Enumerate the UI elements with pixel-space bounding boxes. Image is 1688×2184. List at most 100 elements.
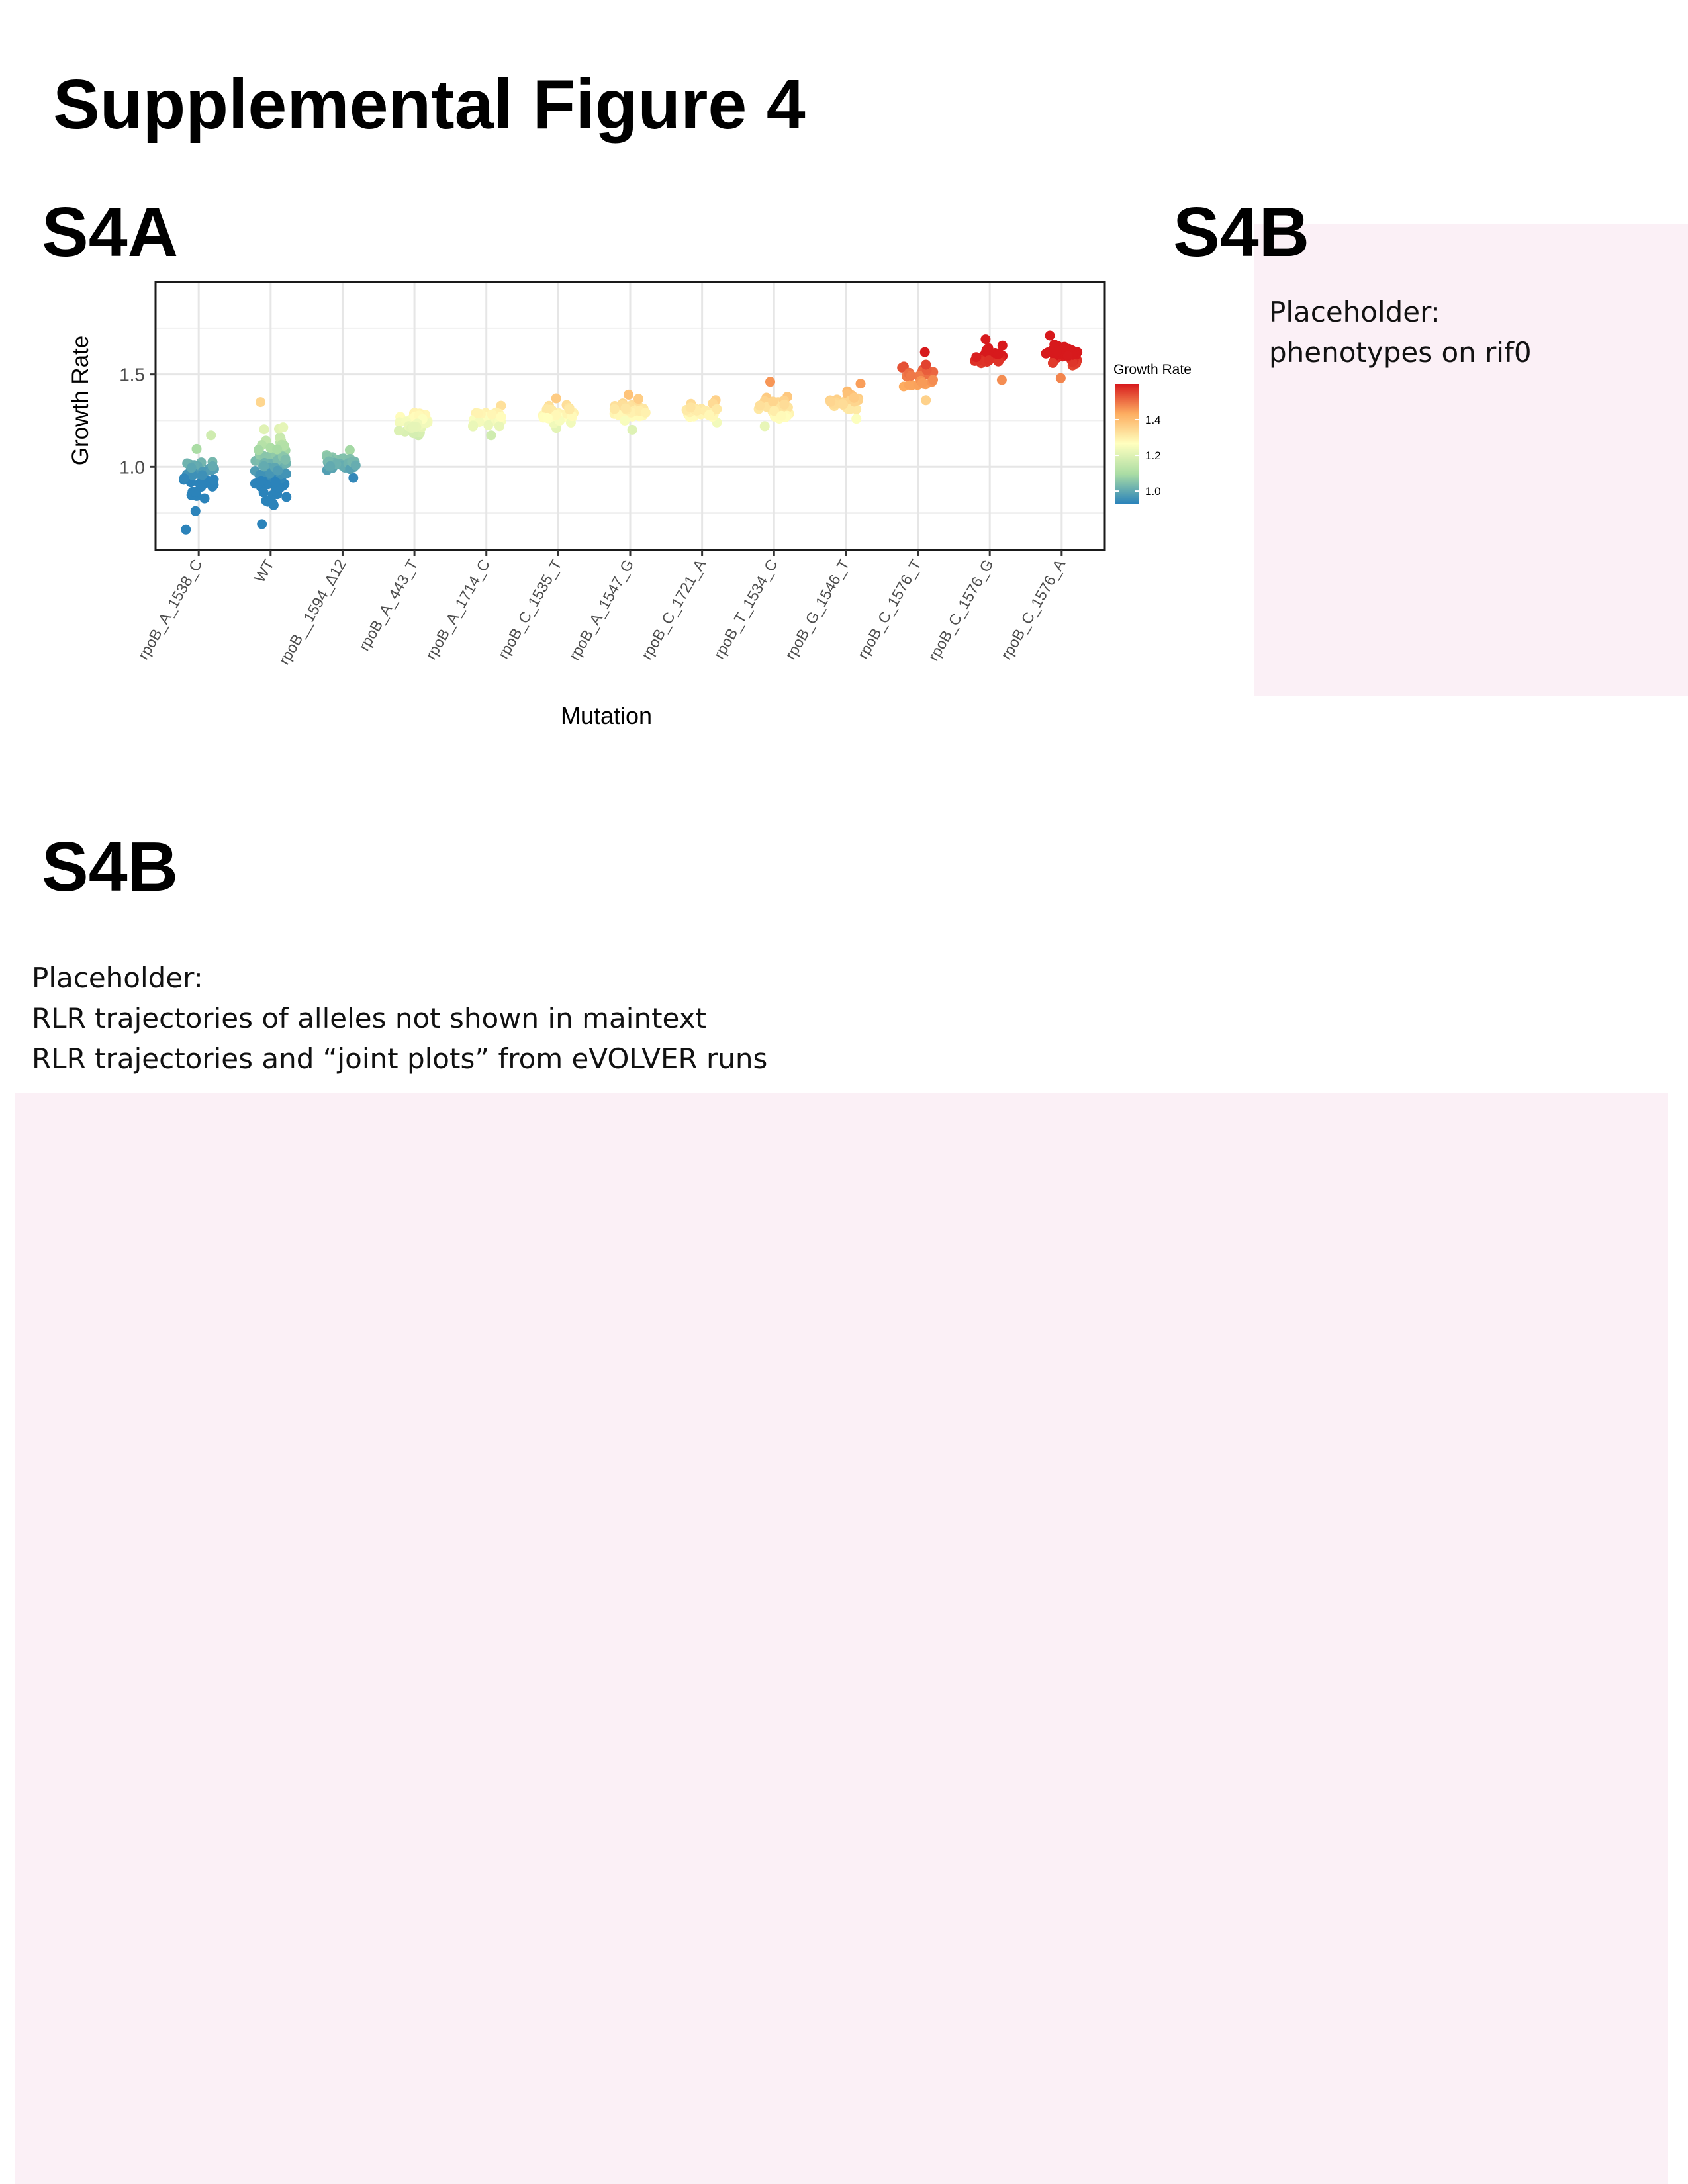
- data-point: [278, 422, 289, 433]
- data-point: [759, 421, 770, 432]
- data-point: [704, 410, 714, 420]
- data-point: [904, 380, 914, 390]
- data-point: [257, 519, 267, 529]
- data-point: [256, 397, 265, 408]
- data-point: [186, 463, 197, 473]
- data-point: [1047, 358, 1058, 368]
- data-point: [325, 461, 336, 471]
- panel-label-s4b-top: S4B: [1173, 193, 1310, 271]
- data-point: [259, 461, 269, 471]
- x-tick-label: rpoB_C_1576_A: [998, 556, 1069, 662]
- placeholder-note-line: Placeholder:: [1269, 296, 1440, 328]
- data-point: [851, 414, 862, 424]
- data-point: [768, 396, 778, 407]
- placeholder-note-line: RLR trajectories of alleles not shown in…: [32, 1002, 706, 1034]
- data-point: [344, 445, 355, 455]
- data-point: [917, 377, 927, 388]
- data-point: [624, 389, 633, 400]
- data-point: [468, 420, 479, 431]
- data-point: [1062, 351, 1073, 361]
- data-point: [259, 424, 269, 435]
- figure-title: Supplemental Figure 4: [53, 66, 806, 144]
- data-point: [609, 404, 620, 414]
- data-point: [897, 363, 908, 373]
- data-point: [769, 406, 780, 416]
- y-tick-label: 1.5: [119, 365, 145, 385]
- data-point: [272, 444, 283, 455]
- data-point: [281, 469, 291, 479]
- data-point: [541, 404, 552, 415]
- colorbar-tick-label: 1.2: [1145, 449, 1161, 462]
- data-point: [191, 443, 202, 454]
- data-point: [921, 359, 931, 370]
- data-point: [486, 430, 496, 441]
- data-point: [919, 347, 930, 357]
- data-point: [620, 415, 630, 426]
- panel-label-s4a: S4A: [42, 193, 179, 271]
- data-point: [394, 426, 404, 436]
- placeholder-note-phenotypes: Placeholder: phenotypes on rif0: [1269, 292, 1532, 373]
- data-point: [1063, 343, 1074, 354]
- data-point: [997, 340, 1008, 351]
- data-point: [906, 371, 916, 381]
- data-point: [197, 478, 207, 488]
- data-point: [838, 399, 848, 410]
- data-point: [1049, 340, 1060, 349]
- data-point: [207, 461, 218, 471]
- data-point: [620, 403, 631, 414]
- data-point: [473, 408, 483, 419]
- data-point: [281, 492, 292, 502]
- data-point: [280, 455, 291, 465]
- colorbar-tick-label: 1.0: [1145, 485, 1161, 498]
- data-point: [855, 379, 866, 389]
- data-point: [181, 524, 191, 535]
- data-point: [1045, 330, 1055, 341]
- colorbar: [1115, 384, 1139, 504]
- x-tick-label: rpoB_C_1535_T: [494, 557, 565, 662]
- data-point: [348, 473, 359, 483]
- data-point: [776, 410, 786, 421]
- data-point: [685, 402, 696, 413]
- data-point: [197, 470, 208, 480]
- data-point: [273, 465, 283, 476]
- data-point: [270, 477, 281, 487]
- data-point: [483, 420, 494, 430]
- data-point: [996, 375, 1007, 385]
- data-point: [191, 486, 201, 497]
- data-point: [199, 493, 210, 504]
- colorbar-tick-label: 1.4: [1145, 414, 1161, 426]
- data-point: [209, 474, 219, 484]
- y-axis-label: Growth Rate: [68, 336, 93, 465]
- data-point: [190, 506, 201, 516]
- data-point: [928, 375, 938, 385]
- panel-label-s4b-bottom: S4B: [42, 828, 179, 906]
- x-tick-label: rpoB_A_1538_C: [134, 557, 206, 662]
- x-tick-label: rpoB_G_1546_T: [782, 557, 853, 662]
- data-point: [551, 410, 561, 420]
- data-point: [187, 470, 198, 480]
- placeholder-note-rlr: Placeholder: RLR trajectories of alleles…: [32, 958, 767, 1079]
- data-point: [256, 475, 267, 486]
- x-tick-label: rpoB_A_443_T: [355, 557, 422, 654]
- data-point: [640, 407, 651, 418]
- x-tick-label: rpoB_C_1721_A: [637, 556, 709, 662]
- data-point: [765, 377, 775, 387]
- x-tick-label: rpoB_T_1534_C: [710, 557, 781, 662]
- placeholder-note-line: RLR trajectories and “joint plots” from …: [32, 1042, 768, 1075]
- y-tick-label: 1.0: [119, 457, 145, 477]
- data-point: [258, 487, 269, 498]
- placeholder-note-line: phenotypes on rif0: [1269, 336, 1532, 369]
- x-tick-label: WT: [251, 557, 277, 586]
- placeholder-note-line: Placeholder:: [32, 962, 203, 994]
- data-point: [971, 352, 982, 363]
- data-point: [494, 421, 504, 432]
- x-tick-label: rpoB_A_1547_G: [565, 557, 637, 663]
- data-point: [755, 400, 765, 411]
- x-tick-label: rpoB_C_1576_G: [925, 557, 997, 664]
- x-axis-label: Mutation: [561, 702, 652, 729]
- data-point: [849, 392, 859, 403]
- data-point: [564, 404, 575, 415]
- placeholder-box-rlr: [15, 1093, 1668, 2184]
- x-tick-label: rpoB__1594_Δ12: [275, 557, 350, 668]
